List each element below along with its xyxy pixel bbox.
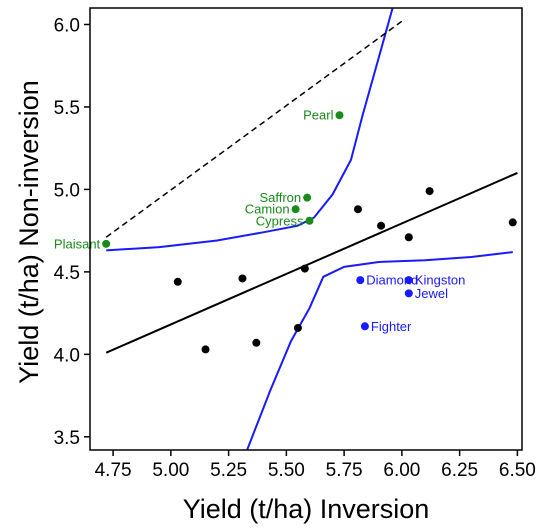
data-point	[404, 233, 413, 242]
y-tick-label: 5.0	[54, 180, 80, 201]
data-point	[425, 187, 434, 196]
point-jewel	[404, 289, 413, 298]
point-label-camion: Camion	[245, 202, 290, 217]
x-axis-title: Yield (t/ha) Inversion	[183, 494, 430, 524]
point-pearl	[335, 111, 344, 120]
data-point	[293, 323, 302, 332]
data-point	[377, 221, 386, 230]
plot-frame	[89, 7, 523, 451]
point-label-plaisant: Plaisant	[54, 236, 101, 251]
bands-layer	[106, 8, 513, 450]
point-diamond	[356, 276, 365, 285]
data-point	[201, 345, 210, 354]
y-axis: 3.5 4.0 4.5 5.0 5.5 6.0	[54, 15, 90, 449]
point-label-fighter: Fighter	[371, 319, 412, 334]
x-tick-label: 5.00	[152, 460, 189, 481]
y-axis-title: Yield (t/ha) Non-inversion	[14, 80, 44, 384]
point-label-diamond: Diamond	[366, 273, 418, 288]
x-tick-label: 4.75	[95, 460, 132, 481]
reference-line	[105, 20, 403, 238]
point-cypress	[305, 216, 314, 225]
x-tick-label: 5.50	[268, 460, 305, 481]
y-tick-label: 4.5	[54, 263, 80, 284]
point-kingston	[404, 276, 413, 285]
point-saffron	[303, 193, 312, 202]
x-axis: 4.75 5.00 5.25 5.50 5.75 6.00 6.25 6.50	[95, 450, 536, 481]
point-camion	[291, 205, 300, 214]
x-tick-label: 6.50	[499, 460, 536, 481]
x-tick-label: 6.25	[441, 460, 478, 481]
data-point	[238, 274, 247, 283]
y-tick-label: 6.0	[54, 15, 80, 36]
lower-band-line	[246, 251, 513, 450]
x-tick-label: 5.75	[326, 460, 363, 481]
x-tick-label: 5.25	[210, 460, 247, 481]
point-label-jewel: Jewel	[415, 286, 448, 301]
upper-band-line	[106, 8, 394, 252]
y-tick-label: 4.0	[54, 345, 80, 366]
point-fighter	[360, 322, 369, 331]
y-tick-label: 5.5	[54, 98, 80, 119]
lines-layer	[105, 20, 518, 354]
point-plaisant	[102, 239, 111, 248]
data-point	[300, 264, 309, 273]
point-label-cypress: Cypress	[256, 213, 304, 228]
data-point	[173, 277, 182, 286]
data-point	[252, 338, 261, 347]
data-point	[353, 205, 362, 214]
regression-line	[105, 171, 518, 354]
point-label-saffron: Saffron	[259, 190, 301, 205]
y-tick-label: 3.5	[54, 428, 80, 449]
point-label-kingston: Kingston	[415, 273, 466, 288]
x-tick-label: 6.00	[383, 460, 420, 481]
data-point	[508, 218, 517, 227]
point-label-pearl: Pearl	[303, 108, 333, 123]
